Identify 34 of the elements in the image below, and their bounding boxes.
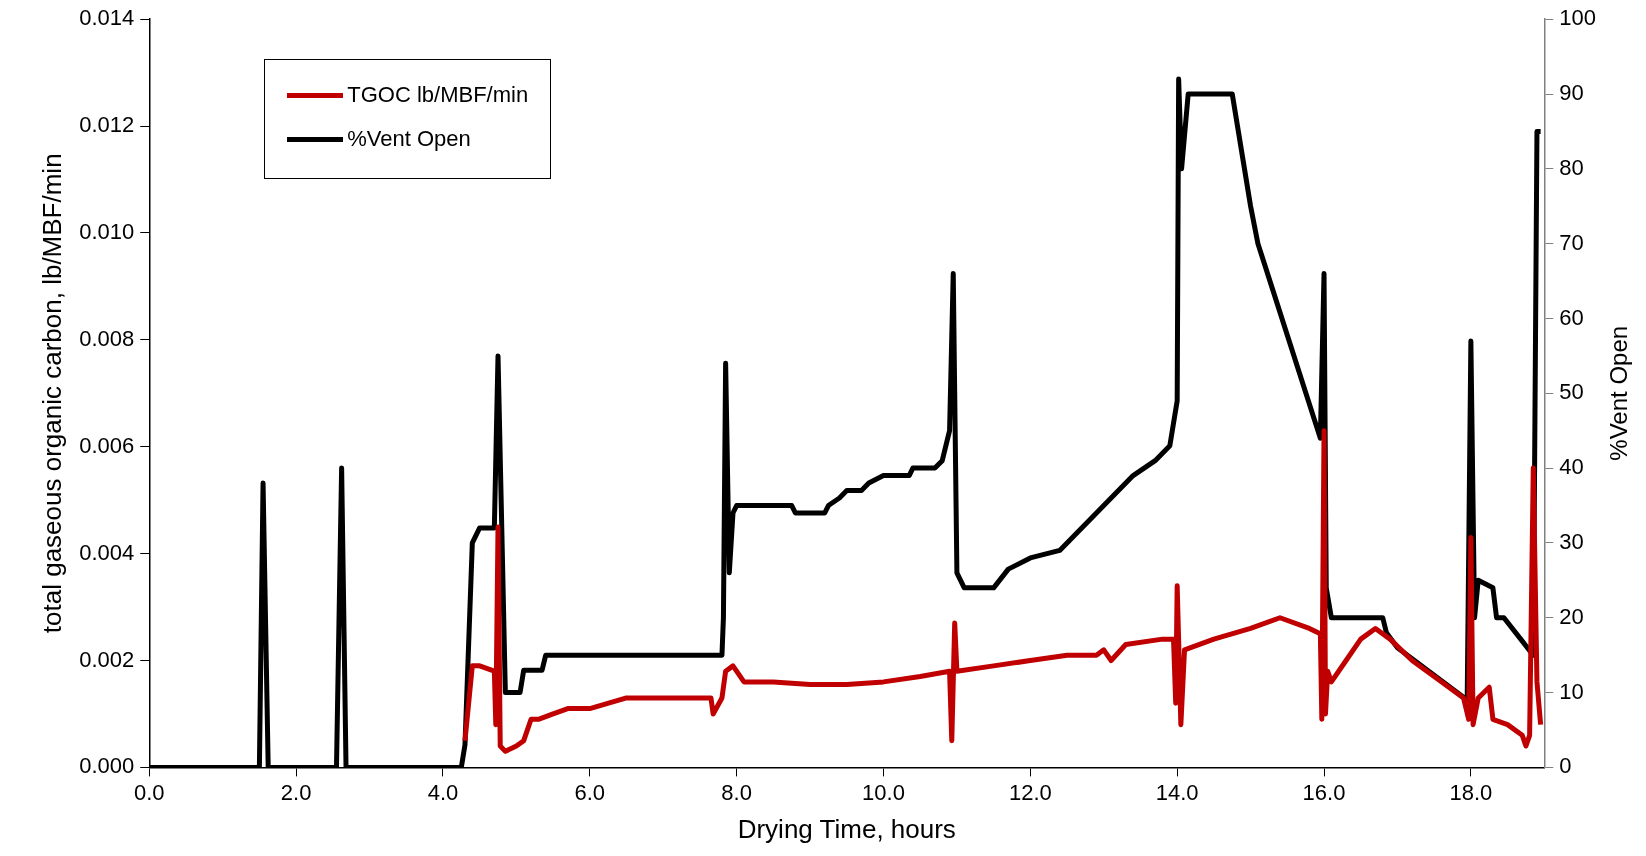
y-tick-label: 0.000 <box>79 753 135 779</box>
y-tick-label: 0.006 <box>79 432 135 458</box>
y-tick-label: 0.008 <box>79 325 135 351</box>
x-tick-label: 8.0 <box>721 779 752 805</box>
x-tick-label: 16.0 <box>1302 779 1346 805</box>
y2-tick-label: 60 <box>1559 304 1584 330</box>
y2-axis-title: %Vent Open <box>1604 325 1632 461</box>
y2-tick-label: 40 <box>1559 454 1584 480</box>
y2-tick-label: 30 <box>1559 529 1584 554</box>
x-axis-title: Drying Time, hours <box>737 813 956 844</box>
y2-tick-label: 20 <box>1559 603 1584 629</box>
y2-tick-label: 90 <box>1559 80 1584 106</box>
y2-tick-label: 70 <box>1559 229 1584 255</box>
y-tick-label: 0.010 <box>79 219 135 245</box>
x-tick-label: 10.0 <box>862 779 905 805</box>
y-tick-label: 0.014 <box>79 5 135 31</box>
x-tick-label: 0.0 <box>133 779 165 805</box>
legend-label: TGOC lb/MBF/min <box>347 82 529 109</box>
y-axis-title: total gaseous organic carbon, lb/MBF/min <box>36 153 67 634</box>
x-tick-label: 2.0 <box>280 779 312 805</box>
y2-tick-label: 100 <box>1559 5 1597 31</box>
x-tick-label: 4.0 <box>427 779 459 805</box>
x-tick-label: 12.0 <box>1008 779 1052 805</box>
x-tick-label: 14.0 <box>1155 779 1199 805</box>
y2-tick-label: 0 <box>1559 753 1572 779</box>
y-tick-label: 0.004 <box>79 539 135 565</box>
y-tick-label: 0.012 <box>79 112 135 138</box>
legend-label: %Vent Open <box>347 126 471 153</box>
x-tick-label: 6.0 <box>574 779 606 805</box>
y-tick-label: 0.002 <box>79 646 135 672</box>
x-tick-label: 18.0 <box>1449 779 1493 805</box>
y2-tick-label: 50 <box>1559 379 1584 405</box>
y2-tick-label: 80 <box>1559 154 1584 180</box>
y2-tick-label: 10 <box>1559 678 1584 704</box>
